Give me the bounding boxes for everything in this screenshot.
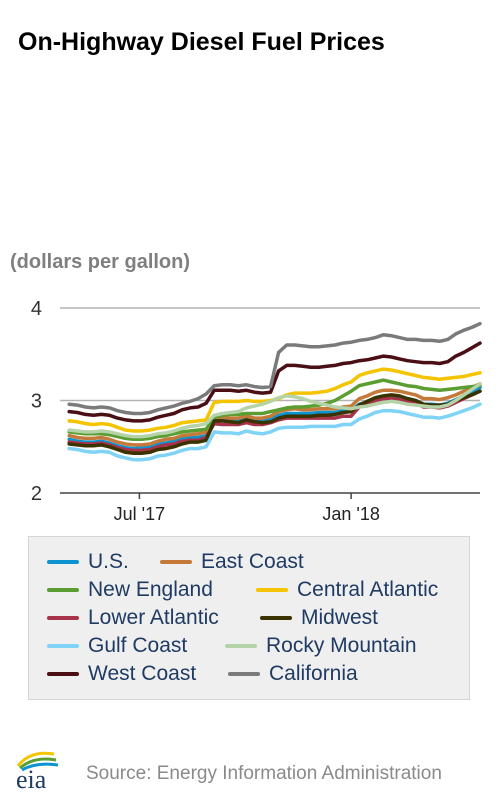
chart-title: On-Highway Diesel Fuel Prices xyxy=(18,28,385,56)
legend-label: East Coast xyxy=(201,550,304,573)
legend-label: Rocky Mountain xyxy=(266,634,417,657)
y-tick-label: 2 xyxy=(31,483,42,505)
legend-label: Lower Atlantic xyxy=(88,606,219,629)
series-line-midwest xyxy=(67,389,482,455)
x-tick-label: Jan '18 xyxy=(322,504,379,524)
source-note: Source: Energy Information Administratio… xyxy=(86,763,442,784)
x-tick-label: Jul '17 xyxy=(114,504,165,524)
legend-swatch xyxy=(160,560,192,564)
series-line-gulf-coast xyxy=(67,402,482,462)
legend-item: East Coast xyxy=(160,549,304,575)
y-tick-label: 4 xyxy=(31,298,42,320)
line-chart: 2 3 4 Jul '17 Jan '18 xyxy=(31,298,482,524)
series-line-new-england xyxy=(67,378,482,442)
legend-label: Gulf Coast xyxy=(88,634,188,657)
legend-swatch xyxy=(47,616,79,620)
series-line-west-coast xyxy=(67,341,482,423)
legend-swatch xyxy=(47,588,79,592)
legend-label: Central Atlantic xyxy=(297,578,439,601)
legend-item: U.S. xyxy=(47,549,129,575)
legend-swatch xyxy=(47,644,79,648)
legend-swatch xyxy=(260,616,292,620)
eia-logo-text: eia xyxy=(16,765,47,794)
chart-legend: U.S. East Coast New England Central Atlanti… xyxy=(28,536,470,700)
y-tick-label: 3 xyxy=(31,391,42,413)
series-line-california xyxy=(67,321,482,416)
y-axis-unit-label: (dollars per gallon) xyxy=(10,251,191,273)
legend-label: Midwest xyxy=(301,606,379,629)
eia-logo: eia xyxy=(16,751,59,794)
legend-label: California xyxy=(269,662,358,685)
legend-swatch xyxy=(47,560,79,564)
legend-swatch xyxy=(47,672,79,676)
legend-label: U.S. xyxy=(88,550,129,573)
legend-item: Gulf Coast xyxy=(47,633,187,659)
series-line-rocky-mountain xyxy=(67,382,482,439)
legend-item: California xyxy=(228,661,358,687)
legend-swatch xyxy=(228,672,260,676)
legend-swatch xyxy=(256,588,288,592)
legend-item: Midwest xyxy=(260,605,378,631)
legend-item: West Coast xyxy=(47,661,196,687)
legend-label: New England xyxy=(88,578,213,601)
legend-item: New England xyxy=(47,577,213,603)
legend-item: Central Atlantic xyxy=(256,577,438,603)
legend-item: Lower Atlantic xyxy=(47,605,219,631)
legend-item: Rocky Mountain xyxy=(225,633,417,659)
legend-label: West Coast xyxy=(88,662,197,685)
series-line-east-coast xyxy=(67,382,482,447)
legend-swatch xyxy=(225,644,257,648)
sun-rays-icon xyxy=(16,751,59,772)
